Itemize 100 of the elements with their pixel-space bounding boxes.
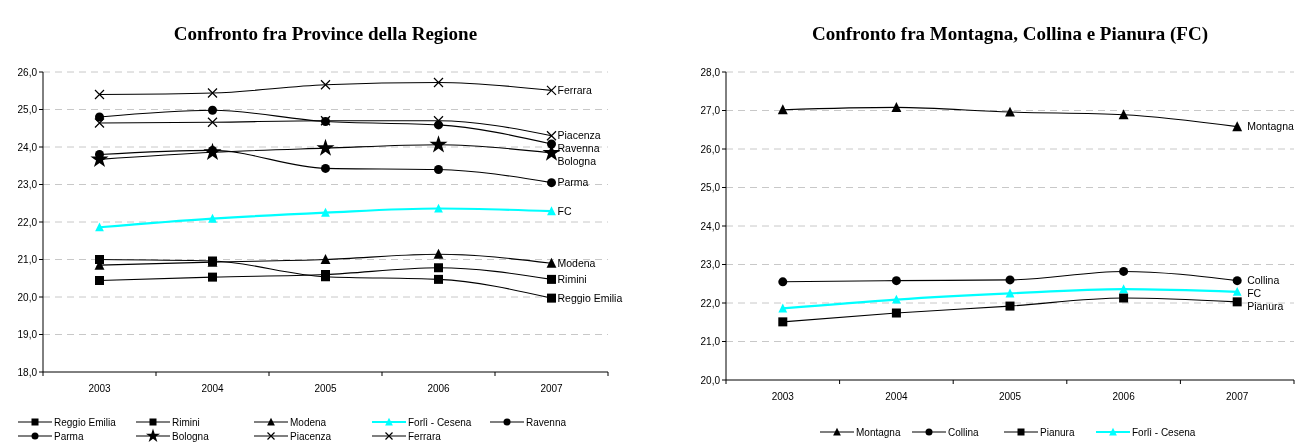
point bbox=[1119, 266, 1129, 276]
point bbox=[547, 206, 556, 216]
point bbox=[207, 117, 218, 128]
annotation: FC bbox=[1247, 287, 1262, 300]
x-tick-label: 2007 bbox=[540, 383, 564, 394]
x-tick-label: 2004 bbox=[201, 383, 225, 394]
point bbox=[1119, 293, 1129, 303]
point bbox=[891, 308, 901, 318]
y-tick-label: 26,0 bbox=[700, 143, 721, 155]
point bbox=[433, 115, 444, 126]
point bbox=[1119, 284, 1128, 294]
point bbox=[95, 276, 104, 285]
chart-title: Confronto fra Montagna, Collina e Pianura (FC) bbox=[812, 23, 1208, 45]
point bbox=[316, 138, 335, 156]
point bbox=[1005, 106, 1015, 117]
x-tick-label: 2004 bbox=[885, 391, 908, 402]
legend-label: Bologna bbox=[172, 430, 210, 442]
point bbox=[433, 248, 444, 259]
annotation: Bologna bbox=[557, 155, 597, 168]
point bbox=[320, 254, 331, 264]
point bbox=[778, 277, 788, 287]
annotation: Ravenna bbox=[557, 142, 600, 155]
point bbox=[891, 102, 902, 112]
y-tick-label: 23,0 bbox=[700, 259, 721, 270]
legend-label: Forlì - Cesena bbox=[408, 416, 472, 428]
annotation: Rimini bbox=[557, 273, 587, 286]
y-tick-label: 28,0 bbox=[700, 66, 721, 78]
legend-label: Ferrara bbox=[408, 430, 442, 442]
legend-label: Ravenna bbox=[526, 416, 567, 428]
point bbox=[777, 104, 788, 115]
annotation: Parma bbox=[557, 176, 589, 189]
y-tick-label: 24,0 bbox=[700, 220, 721, 232]
point bbox=[94, 89, 105, 100]
annotation: FC bbox=[557, 204, 572, 217]
x-tick-label: 2003 bbox=[771, 391, 795, 402]
annotation: Collina bbox=[1247, 274, 1280, 287]
legend-label: Pianura bbox=[1040, 426, 1075, 438]
point bbox=[892, 294, 901, 304]
y-tick-label: 27,0 bbox=[700, 105, 721, 116]
annotation: Ferrara bbox=[557, 84, 593, 97]
point bbox=[546, 85, 557, 96]
point bbox=[203, 142, 222, 160]
y-tick-label: 22,0 bbox=[17, 216, 38, 228]
annotation: Pianura bbox=[1247, 300, 1284, 313]
point bbox=[546, 130, 557, 141]
y-tick-label: 26,0 bbox=[17, 66, 38, 78]
point bbox=[434, 203, 443, 213]
point bbox=[547, 274, 556, 284]
point bbox=[1232, 287, 1242, 296]
point bbox=[778, 303, 788, 313]
legend-label: Forlì - Cesena bbox=[1132, 426, 1196, 438]
y-tick-label: 24,0 bbox=[17, 141, 38, 153]
point bbox=[1005, 301, 1015, 311]
legend-label: Montagna bbox=[856, 426, 901, 438]
point bbox=[321, 207, 330, 217]
legend-label: Modena bbox=[290, 416, 327, 428]
point bbox=[1118, 109, 1129, 120]
legend-label: Reggio Emilia bbox=[54, 416, 117, 428]
y-tick-label: 21,0 bbox=[17, 254, 38, 265]
x-tick-label: 2003 bbox=[88, 383, 112, 394]
y-tick-label: 25,0 bbox=[700, 182, 721, 193]
x-tick-label: 2006 bbox=[1112, 391, 1136, 402]
point bbox=[429, 135, 448, 153]
legend-label: Parma bbox=[54, 430, 84, 442]
point bbox=[207, 87, 218, 99]
y-tick-label: 23,0 bbox=[17, 179, 38, 190]
point bbox=[1005, 275, 1015, 285]
x-tick-label: 2007 bbox=[1226, 391, 1249, 402]
point bbox=[321, 163, 330, 173]
y-tick-label: 20,0 bbox=[700, 374, 721, 386]
legend-label: Rimini bbox=[172, 416, 200, 428]
point bbox=[1232, 276, 1242, 286]
y-tick-label: 18,0 bbox=[17, 366, 38, 378]
annotation: Modena bbox=[557, 256, 596, 269]
point bbox=[95, 255, 104, 264]
chart-title: Confronto fra Province della Regione bbox=[173, 23, 478, 44]
point bbox=[433, 77, 444, 88]
point bbox=[208, 213, 217, 223]
point bbox=[546, 257, 557, 268]
point bbox=[95, 222, 104, 232]
point bbox=[434, 165, 443, 174]
point bbox=[1232, 121, 1243, 132]
x-tick-label: 2005 bbox=[314, 383, 338, 394]
y-tick-label: 19,0 bbox=[17, 329, 38, 340]
point bbox=[320, 79, 331, 90]
annotation: Montagna bbox=[1247, 120, 1295, 133]
x-tick-label: 2006 bbox=[427, 383, 451, 394]
point bbox=[208, 105, 217, 115]
point bbox=[547, 178, 556, 188]
point bbox=[778, 317, 788, 327]
point bbox=[1232, 297, 1242, 307]
y-tick-label: 25,0 bbox=[17, 104, 38, 115]
x-tick-label: 2005 bbox=[998, 391, 1022, 402]
point bbox=[547, 293, 556, 303]
point bbox=[94, 117, 105, 129]
point bbox=[208, 272, 217, 282]
point bbox=[434, 263, 443, 273]
y-tick-label: 20,0 bbox=[17, 291, 38, 303]
annotation: Reggio Emilia bbox=[557, 291, 623, 304]
point bbox=[891, 276, 901, 286]
